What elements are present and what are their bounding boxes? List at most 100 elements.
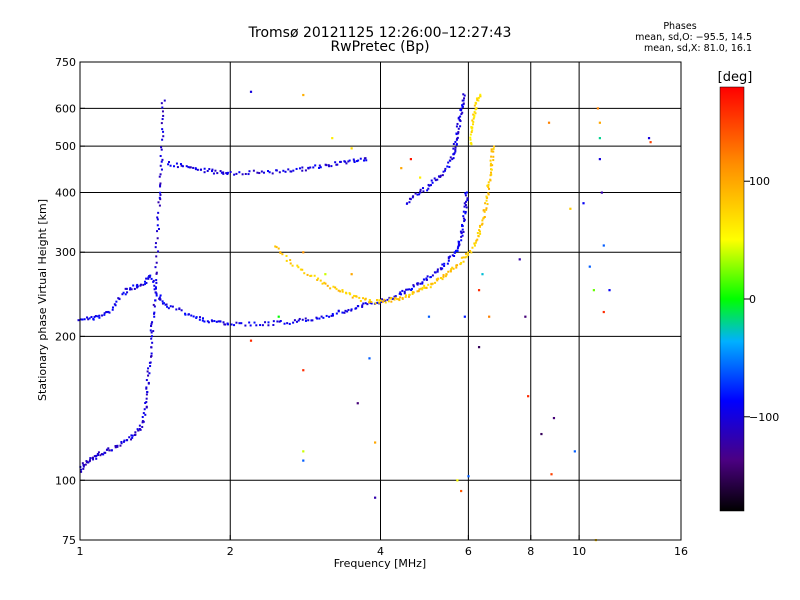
trace-point bbox=[325, 164, 328, 167]
trace-point bbox=[453, 152, 456, 155]
y-tick-label: 600 bbox=[55, 102, 76, 115]
trace-point bbox=[119, 444, 122, 447]
trace-point bbox=[96, 315, 99, 318]
trace-point bbox=[151, 341, 154, 344]
scatter-point bbox=[302, 93, 305, 97]
trace-point bbox=[123, 439, 126, 442]
scatter-point bbox=[602, 244, 605, 247]
trace-point bbox=[287, 168, 290, 171]
trace-point bbox=[446, 262, 449, 265]
trace-point bbox=[318, 166, 321, 169]
scatter-point bbox=[488, 315, 491, 318]
trace-point bbox=[113, 303, 116, 306]
trace-point bbox=[330, 314, 333, 317]
trace-point bbox=[416, 290, 419, 293]
trace-point bbox=[304, 169, 307, 172]
trace-point bbox=[160, 160, 163, 163]
trace-point bbox=[258, 172, 261, 175]
scatter-point bbox=[249, 339, 253, 342]
scatter-point bbox=[249, 90, 253, 93]
trace-point bbox=[101, 314, 104, 317]
trace-point bbox=[406, 288, 409, 291]
trace-point bbox=[455, 266, 458, 269]
trace-point bbox=[290, 170, 293, 173]
trace-point bbox=[103, 313, 106, 316]
trace-point bbox=[479, 225, 482, 228]
scatter-point bbox=[324, 273, 327, 276]
trace-point bbox=[180, 164, 183, 167]
trace-point bbox=[158, 196, 161, 199]
trace-point bbox=[306, 273, 309, 276]
grid-layer bbox=[80, 62, 681, 540]
trace-point bbox=[162, 302, 165, 305]
trace-point bbox=[473, 111, 476, 114]
trace-point bbox=[460, 107, 463, 110]
trace-point bbox=[126, 291, 129, 294]
trace-point bbox=[194, 167, 197, 170]
x-tick-label: 10 bbox=[572, 545, 586, 558]
trace-point bbox=[185, 165, 188, 168]
trace-point bbox=[152, 330, 155, 333]
trace-point bbox=[147, 277, 150, 280]
trace-point bbox=[390, 296, 393, 299]
trace-point bbox=[156, 216, 159, 219]
trace-point bbox=[153, 315, 156, 318]
trace-point bbox=[116, 444, 119, 447]
trace-point bbox=[115, 300, 118, 303]
trace-point bbox=[383, 298, 386, 301]
trace-point bbox=[276, 320, 279, 323]
trace-point bbox=[253, 321, 256, 324]
trace-point bbox=[421, 282, 424, 285]
trace-point bbox=[422, 187, 425, 190]
trace-point bbox=[466, 197, 469, 200]
trace-point bbox=[238, 171, 241, 174]
trace-point bbox=[92, 318, 95, 321]
trace-point bbox=[451, 254, 454, 257]
colorbar-tick-label: −100 bbox=[749, 411, 779, 424]
trace-point bbox=[219, 320, 222, 323]
trace-point bbox=[129, 287, 132, 290]
trace-point bbox=[474, 112, 477, 115]
trace-point bbox=[274, 245, 277, 248]
trace-point bbox=[117, 297, 120, 300]
trace-point bbox=[155, 272, 158, 275]
trace-point bbox=[160, 146, 163, 149]
trace-point bbox=[431, 282, 434, 285]
trace-point bbox=[226, 171, 229, 174]
trace-point bbox=[419, 190, 422, 193]
trace-point bbox=[297, 319, 300, 322]
trace-point bbox=[152, 303, 155, 306]
axis-layer: 1 2 4 6 8 10 16 75 100 200 300 400 500 600 750 bbox=[55, 56, 688, 558]
trace-point bbox=[457, 132, 460, 135]
trace-point bbox=[155, 292, 158, 295]
trace-point bbox=[291, 264, 294, 267]
trace-point bbox=[357, 305, 360, 308]
trace-point bbox=[157, 211, 160, 214]
trace-point bbox=[281, 253, 284, 256]
trace-point bbox=[156, 224, 159, 227]
trace-point bbox=[341, 311, 344, 314]
trace-point bbox=[100, 453, 103, 456]
trace-point bbox=[467, 251, 470, 254]
trace-point bbox=[318, 317, 321, 320]
scatter-point bbox=[527, 395, 530, 398]
trace-point bbox=[161, 138, 164, 141]
trace-point bbox=[482, 209, 485, 212]
trace-point bbox=[434, 271, 437, 274]
trace-point bbox=[256, 171, 259, 174]
trace-point bbox=[487, 183, 490, 186]
trace-point bbox=[222, 321, 225, 324]
trace-point bbox=[447, 256, 450, 259]
trace-point bbox=[345, 291, 348, 294]
trace-point bbox=[472, 123, 475, 126]
trace-point bbox=[475, 107, 478, 110]
trace-point bbox=[149, 329, 152, 332]
trace-point bbox=[393, 298, 396, 301]
trace-point bbox=[457, 242, 460, 245]
trace-point bbox=[111, 308, 114, 311]
trace-point bbox=[154, 246, 157, 249]
trace-point bbox=[133, 434, 136, 437]
scatter-point bbox=[302, 450, 305, 453]
trace-point bbox=[210, 170, 213, 173]
trace-point bbox=[459, 125, 462, 128]
